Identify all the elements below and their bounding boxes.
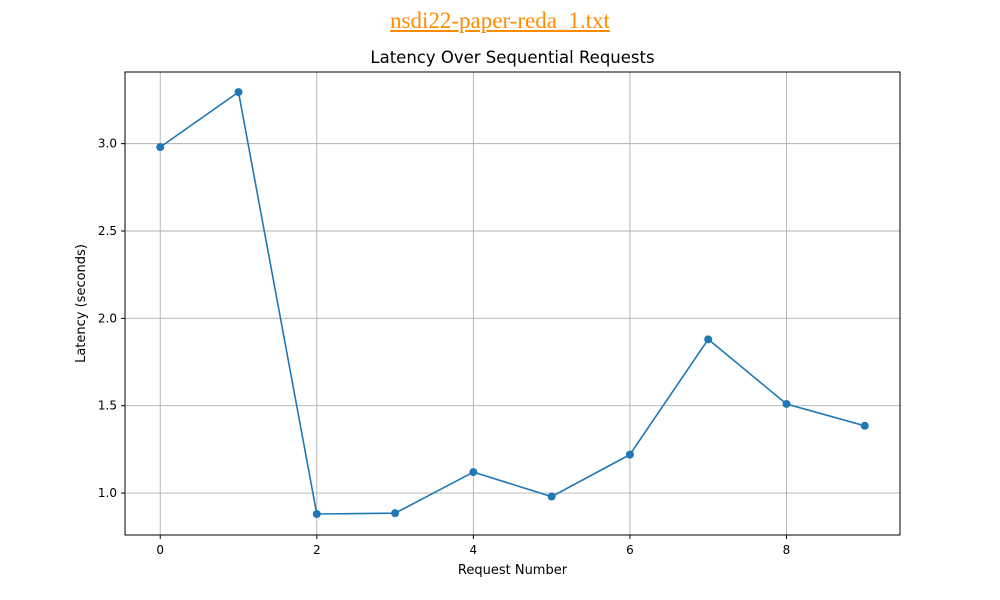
x-tick-label: 2 [313, 543, 321, 557]
y-tick-label: 1.0 [98, 486, 117, 500]
data-point [704, 335, 713, 344]
data-point [782, 399, 791, 408]
data-point [234, 88, 243, 97]
y-tick-label: 3.0 [98, 137, 117, 151]
chart-title: Latency Over Sequential Requests [370, 48, 654, 67]
x-axis-label: Request Number [458, 563, 568, 578]
data-point [625, 450, 634, 459]
x-tick-label: 4 [470, 543, 478, 557]
data-point [547, 492, 556, 501]
x-tick-label: 6 [626, 543, 634, 557]
y-tick-label: 1.5 [98, 399, 117, 413]
file-link[interactable]: nsdi22-paper-reda_1.txt [390, 8, 610, 33]
x-tick-label: 0 [156, 543, 164, 557]
series-layer [156, 88, 869, 519]
series-line [159, 90, 866, 515]
grid-lines [125, 72, 900, 535]
y-tick-label: 2.0 [98, 311, 117, 325]
x-tick-label: 8 [783, 543, 791, 557]
data-point [312, 510, 321, 519]
y-axis-label: Latency (seconds) [74, 244, 89, 363]
plot-frame [124, 71, 901, 536]
data-point [860, 421, 869, 430]
data-point [469, 468, 478, 477]
y-tick-label: 2.5 [98, 224, 117, 238]
data-point [156, 143, 165, 152]
axis-ticks: 0 2 4 6 8 1.0 1.5 2.0 2.5 3.0 [98, 137, 790, 557]
data-point [391, 509, 400, 518]
